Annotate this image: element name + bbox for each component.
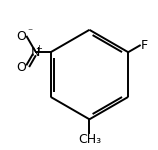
Text: ⁻: ⁻ [28, 27, 33, 38]
Text: N: N [31, 46, 40, 59]
Text: +: + [36, 44, 43, 52]
Text: CH₃: CH₃ [78, 134, 101, 146]
Text: O: O [16, 30, 26, 43]
Text: F: F [141, 39, 148, 52]
Text: O: O [16, 61, 26, 74]
